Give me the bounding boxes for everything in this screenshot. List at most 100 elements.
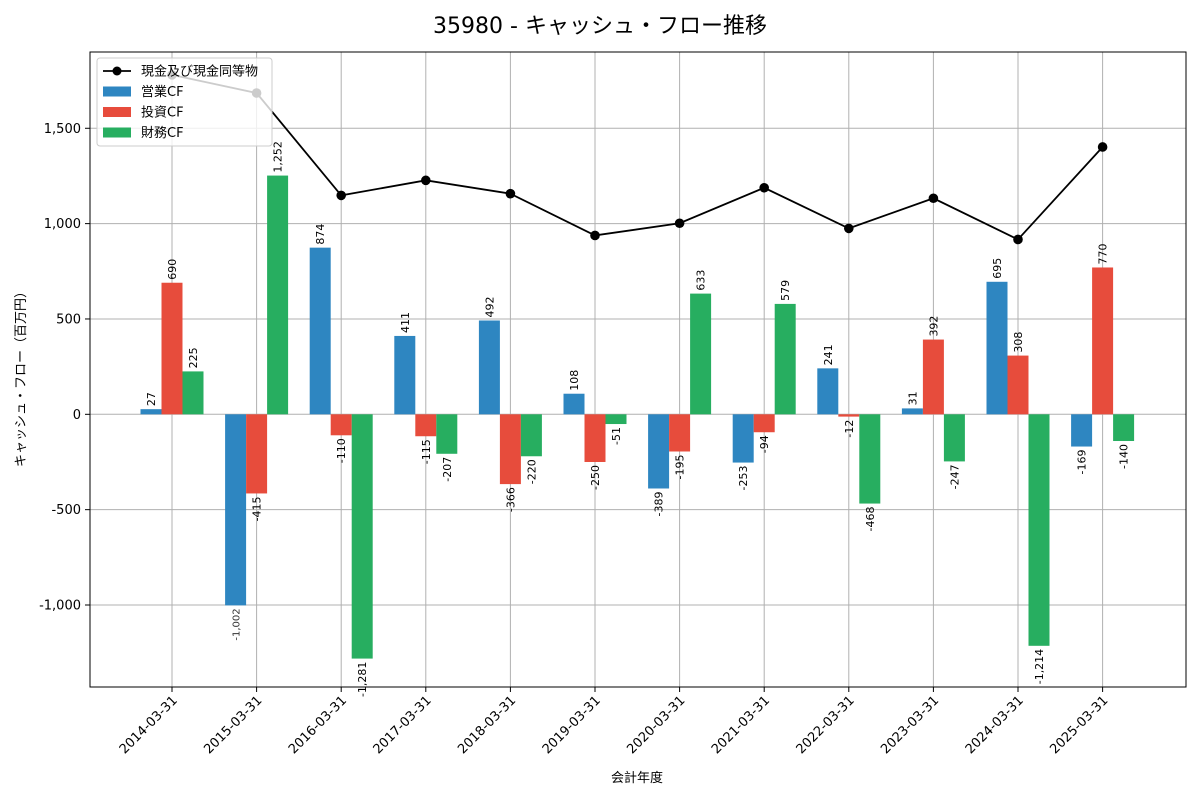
bar-value-label: 31: [906, 391, 919, 405]
bar-投資CF: [246, 414, 268, 494]
bar-value-label: -220: [525, 459, 538, 484]
bar-value-label: 308: [1012, 332, 1025, 353]
bar-財務CF: [267, 175, 289, 415]
cash-line-point: [590, 230, 600, 241]
bar-value-label: -366: [504, 487, 517, 512]
y-tick-label: -1,000: [39, 599, 81, 614]
bar-value-label: -169: [1076, 450, 1089, 475]
bar-財務CF: [1113, 414, 1135, 442]
bar-投資CF: [922, 339, 944, 415]
bar-投資CF: [838, 414, 860, 417]
cash-line-point: [1097, 142, 1108, 152]
y-axis-label: キャッシュ・フロー（百万円）: [14, 285, 29, 467]
bar-投資CF: [330, 414, 352, 436]
bar-value-label: -51: [610, 427, 623, 445]
bar-value-label: 27: [145, 392, 158, 406]
cash-line-point: [928, 193, 939, 204]
bar-value-label: 770: [1097, 243, 1110, 264]
bar-value-label: -115: [420, 439, 433, 464]
bar-value-label: 241: [822, 344, 835, 365]
bar-投資CF: [1007, 355, 1029, 415]
bar-value-label: 874: [314, 224, 327, 245]
cash-line-point: [844, 223, 854, 234]
legend-label: 財務CF: [141, 126, 184, 141]
legend-bar-swatch: [103, 86, 131, 97]
bar-財務CF: [774, 303, 796, 415]
bar-財務CF: [859, 414, 881, 504]
y-tick-label: 500: [56, 312, 81, 327]
bar-投資CF: [415, 414, 437, 437]
bar-value-label: -12: [843, 420, 856, 438]
chart-title: 35980 - キャッシュ・フロー推移: [433, 14, 767, 39]
y-tick-label: 1,500: [44, 122, 81, 137]
bar-value-label: 225: [187, 347, 200, 368]
bar-財務CF: [351, 414, 373, 659]
bar-財務CF: [182, 371, 204, 415]
cash-line-point: [674, 218, 685, 229]
bar-value-label: -195: [674, 454, 687, 479]
legend-bar-swatch: [103, 127, 131, 138]
cash-line-point: [759, 182, 769, 193]
bar-財務CF: [1028, 414, 1050, 646]
data-labels: 27 -1,002 874 411 492 108 -389 -253 241 31 695 -169…: [145, 141, 1131, 697]
bar-投資CF: [753, 414, 775, 433]
bar-財務CF: [605, 414, 627, 425]
bar-value-label: 108: [568, 370, 581, 391]
legend-box: [96, 57, 273, 147]
bar-value-label: 579: [779, 280, 792, 301]
legend-label: 現金及び現金同等物: [141, 64, 258, 80]
bar-value-label: -110: [335, 438, 348, 463]
bar-営業CF: [986, 281, 1008, 415]
bar-営業CF: [732, 414, 754, 463]
bar-value-label: -415: [251, 496, 264, 521]
y-tick-label: -500: [51, 503, 81, 518]
legend-label: 投資CF: [141, 105, 184, 121]
bar-投資CF: [161, 282, 183, 415]
bar-営業CF: [394, 335, 416, 415]
bar-value-label: 392: [927, 316, 940, 337]
bar-value-label: -1,002: [232, 608, 243, 640]
bar-value-label: -468: [864, 507, 877, 532]
bar-value-label: -253: [737, 466, 750, 491]
bar-value-label: -1,281: [356, 662, 369, 697]
bar-value-label: 492: [483, 296, 496, 317]
cash-line-point: [421, 175, 431, 186]
bar-営業CF: [901, 408, 923, 415]
bar-営業CF: [563, 393, 585, 415]
x-axis-label: 会計年度: [611, 770, 663, 786]
bar-value-label: -207: [441, 457, 454, 482]
bar-営業CF: [225, 414, 247, 606]
cash-line-point: [336, 190, 347, 201]
bar-営業CF: [140, 409, 162, 415]
bar-value-label: 633: [695, 270, 708, 291]
legend-bar-swatch: [103, 107, 131, 117]
bar-value-label: 690: [166, 259, 179, 280]
y-tick-label: 0: [73, 408, 81, 423]
cash-line-point: [505, 188, 516, 199]
bar-投資CF: [499, 414, 521, 485]
bar-value-label: 1,252: [272, 141, 285, 173]
y-tick-label: 1,000: [44, 217, 81, 232]
plot-frame: [89, 51, 1187, 688]
bar-営業CF: [309, 247, 331, 415]
bar-value-label: -250: [589, 465, 602, 490]
bars: [140, 175, 1135, 659]
bar-value-label: -389: [653, 491, 666, 516]
bar-value-label: 411: [399, 312, 412, 333]
bar-営業CF: [817, 368, 839, 415]
bar-value-label: -94: [758, 435, 771, 453]
legend-marker: [112, 66, 122, 76]
bar-投資CF: [669, 414, 691, 452]
bar-value-label: -247: [948, 464, 961, 489]
bar-財務CF: [690, 293, 712, 415]
bar-value-label: -140: [1118, 444, 1131, 469]
cash-line-path: [171, 74, 1104, 241]
bar-財務CF: [436, 414, 458, 454]
bar-投資CF: [584, 414, 606, 462]
bar-営業CF: [1071, 414, 1093, 447]
cash-line-point: [1013, 234, 1023, 245]
bar-財務CF: [520, 414, 542, 457]
bar-value-label: 695: [991, 258, 1004, 279]
